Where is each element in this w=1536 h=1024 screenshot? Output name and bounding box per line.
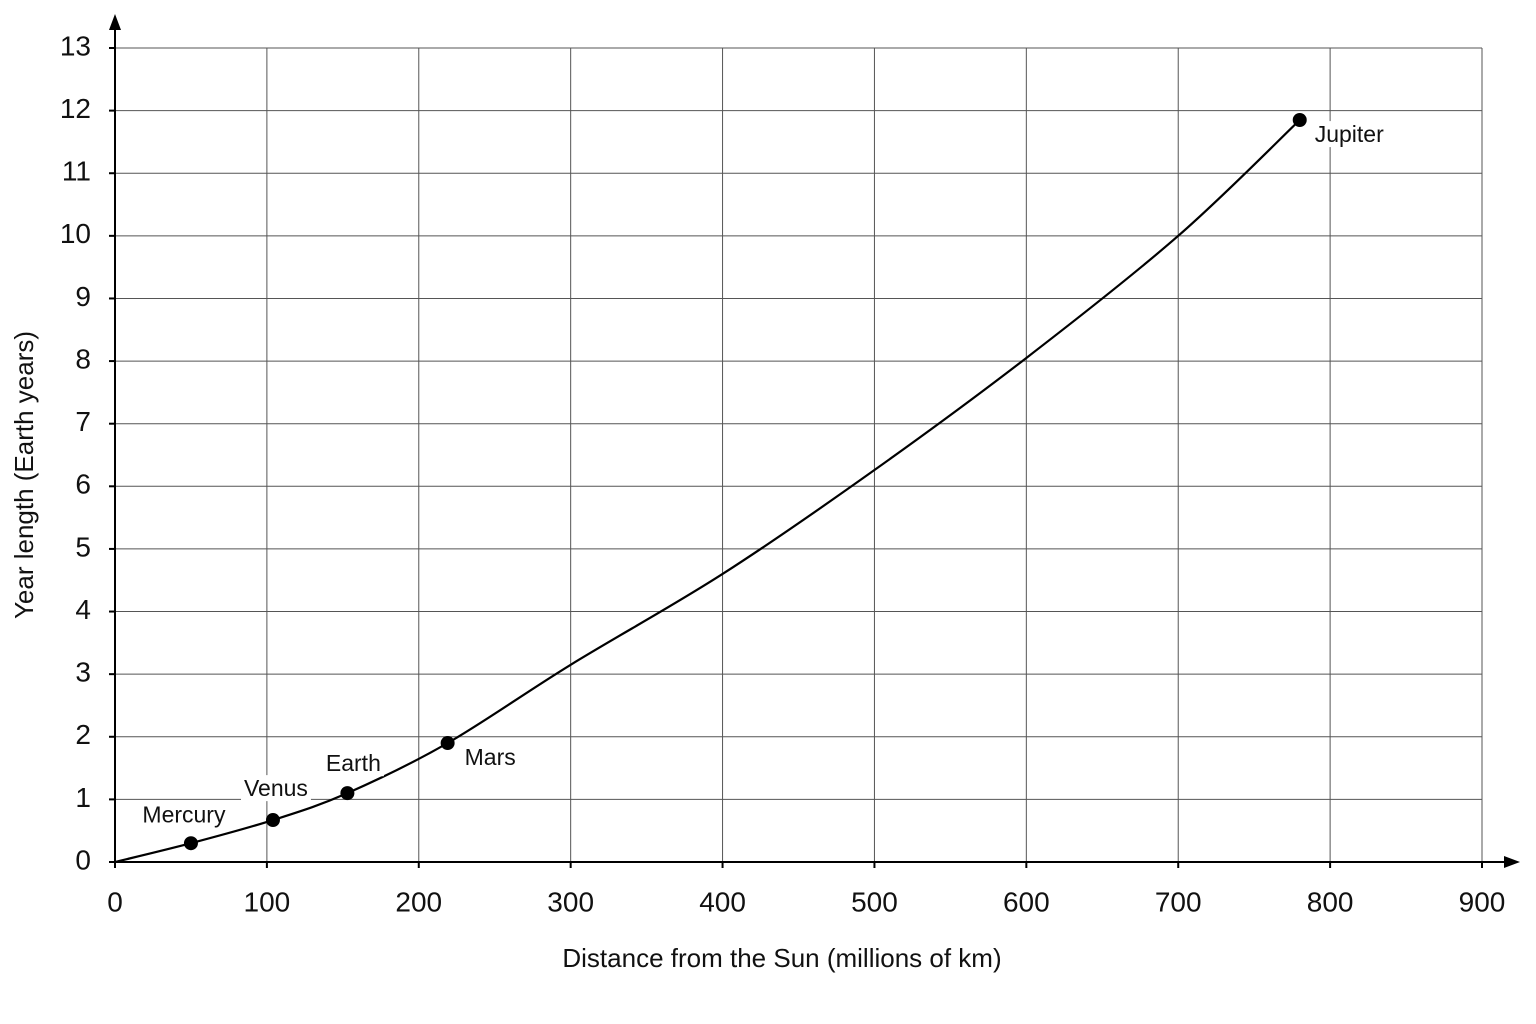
y-axis-title: Year length (Earth years) — [9, 331, 39, 619]
y-tick-label: 8 — [75, 343, 91, 374]
label-background — [322, 750, 384, 777]
point-label: Mercury — [142, 801, 226, 827]
y-tick-label: 10 — [60, 218, 91, 249]
y-axis-arrow — [109, 14, 121, 30]
x-axis-title: Distance from the Sun (millions of km) — [562, 943, 1001, 973]
x-tick-label: 100 — [244, 886, 291, 917]
y-tick-label: 0 — [75, 844, 91, 875]
point-label: Earth — [326, 750, 381, 776]
x-tick-label: 900 — [1459, 886, 1506, 917]
y-tick-label: 6 — [75, 469, 91, 500]
y-tick-label: 9 — [75, 281, 91, 312]
x-tick-label: 200 — [395, 886, 442, 917]
x-tick-label: 600 — [1003, 886, 1050, 917]
x-tick-label: 400 — [699, 886, 746, 917]
label-background — [461, 744, 519, 771]
x-tick-label: 800 — [1307, 886, 1354, 917]
x-tick-label: 0 — [107, 886, 123, 917]
y-tick-label: 7 — [75, 406, 91, 437]
grid — [114, 47, 1483, 863]
point — [340, 786, 355, 801]
y-tick-label: 1 — [75, 782, 91, 813]
x-tick-label: 500 — [851, 886, 898, 917]
y-tick-label: 13 — [60, 30, 91, 61]
plot-area: Mercury Venus Earth Mars Jupiter — [114, 113, 1388, 864]
y-tick-label: 5 — [75, 531, 91, 562]
y-tick-label: 4 — [75, 594, 91, 625]
label-background — [240, 775, 311, 802]
point-label: Venus — [244, 775, 308, 801]
label-background — [139, 801, 229, 828]
point — [440, 736, 455, 751]
label-background — [1311, 121, 1388, 148]
x-axis-arrow — [1504, 856, 1520, 868]
x-tick-label: 300 — [547, 886, 594, 917]
point-label: Mars — [465, 744, 516, 770]
x-tick-label: 700 — [1155, 886, 1202, 917]
point — [183, 836, 198, 851]
y-tick-label: 3 — [75, 657, 91, 688]
y-tick-label: 2 — [75, 719, 91, 750]
point — [1292, 113, 1307, 128]
point — [265, 813, 280, 828]
point-label: Jupiter — [1315, 121, 1384, 147]
y-tick-label: 11 — [62, 156, 91, 187]
y-tick-label: 12 — [60, 93, 91, 124]
